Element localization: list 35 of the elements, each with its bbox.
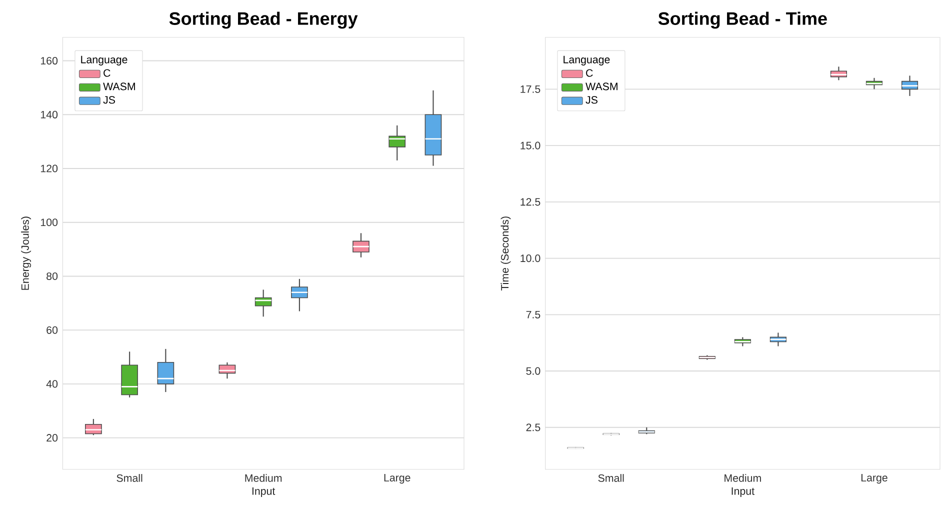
y-tick-label: 17.5 [520, 85, 540, 93]
legend-title: Language [564, 56, 610, 66]
x-tick-label: Medium [245, 474, 282, 482]
y-tick-label: 60 [46, 326, 58, 334]
y-tick-label: 100 [40, 218, 58, 226]
legend-label: WASM [586, 82, 618, 90]
x-axis-title: Input [252, 487, 276, 497]
legend-label: JS [586, 96, 598, 104]
x-tick-label: Large [861, 474, 888, 484]
legend-label: JS [103, 96, 116, 104]
legend-label: C [104, 69, 110, 77]
y-tick-label: 10.0 [520, 254, 540, 262]
y-tick-label: 80 [46, 272, 58, 280]
legend-label: WASM [103, 82, 135, 90]
y-tick-label: 12.5 [520, 198, 540, 206]
y-axis-title: Time (Seconds) [500, 216, 511, 291]
y-tick-label: 160 [40, 56, 58, 65]
y-tick-label: 7.5 [526, 310, 540, 318]
x-tick-label: Small [598, 474, 624, 482]
y-tick-label: 120 [40, 164, 58, 172]
x-tick-label: Medium [724, 474, 761, 482]
legend-label: C [586, 69, 593, 77]
x-tick-label: Small [116, 474, 142, 482]
chart-title: Sorting Bead - Energy [169, 12, 358, 29]
y-tick-label: 5.0 [526, 367, 540, 375]
y-tick-label: 140 [40, 110, 58, 118]
y-tick-label: 40 [46, 380, 58, 388]
y-tick-label: 20 [46, 434, 58, 442]
x-axis-title: Input [732, 487, 754, 497]
y-tick-label: 15.0 [520, 142, 540, 150]
x-tick-label: Large [384, 474, 410, 484]
legend-title: Language [81, 56, 128, 66]
y-axis-title: Energy (Joules) [21, 216, 32, 290]
chart-title: Sorting Bead - Time [658, 12, 827, 29]
y-tick-label: 2.5 [526, 424, 540, 432]
